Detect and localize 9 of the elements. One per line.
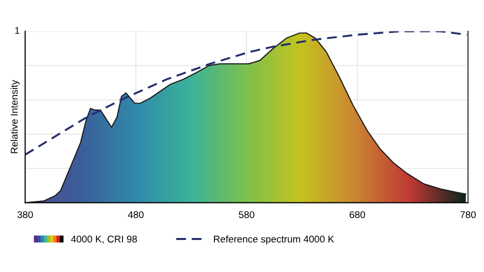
x-tick-label: 780 <box>460 211 476 218</box>
x-tick-label: 380 <box>17 211 33 218</box>
legend-label: Reference spectrum 4000 K <box>214 235 334 244</box>
y-axis-title: Relative Intensity <box>10 80 20 154</box>
x-tick-label: 680 <box>350 211 366 218</box>
x-tick-label: 580 <box>238 211 254 218</box>
x-tick-label: 480 <box>128 211 144 218</box>
text: 1 <box>15 27 20 34</box>
legend-label: 4000 K, CRI 98 <box>71 236 137 244</box>
